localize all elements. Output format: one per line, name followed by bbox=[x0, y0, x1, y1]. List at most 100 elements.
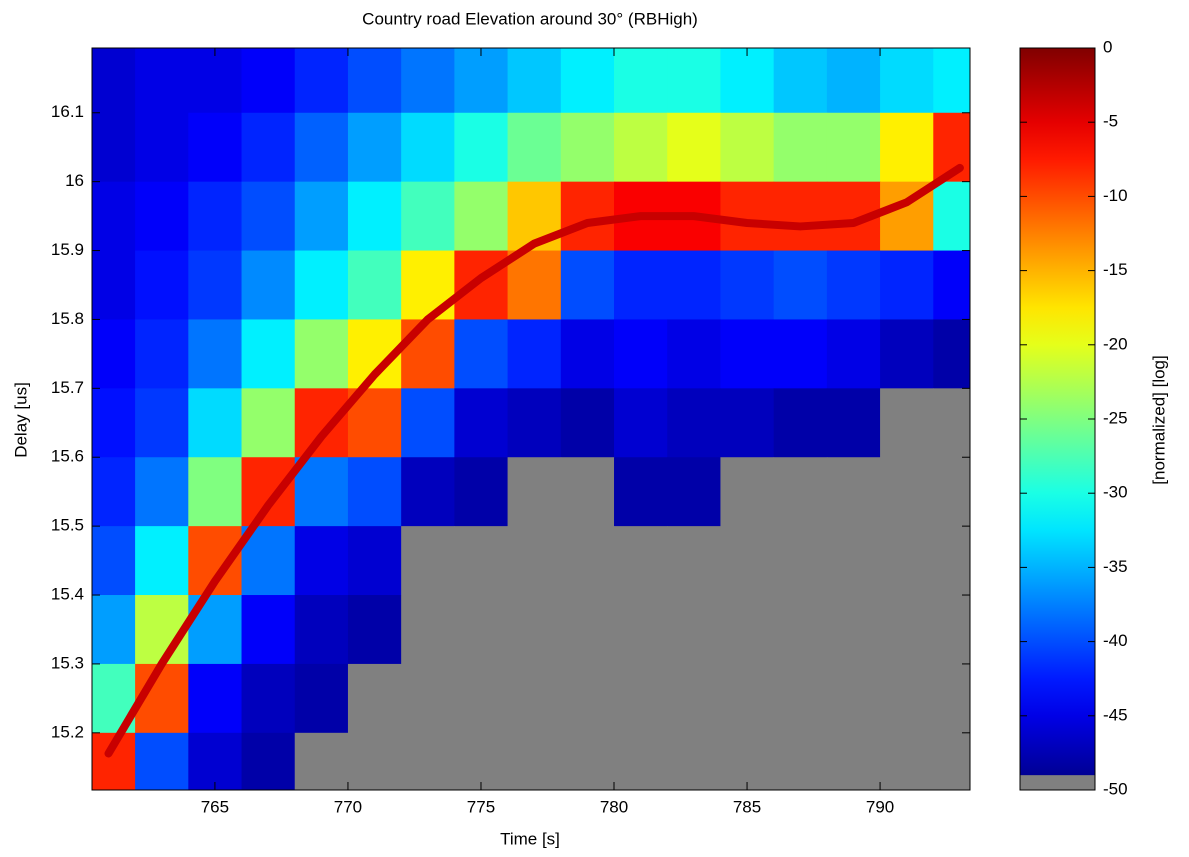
heatmap-cell bbox=[135, 526, 189, 596]
heatmap-cell bbox=[933, 663, 970, 734]
y-tick-label: 15.9 bbox=[51, 240, 84, 259]
heatmap-cell bbox=[826, 319, 881, 389]
heatmap-cell bbox=[241, 526, 296, 596]
heatmap-cell bbox=[241, 48, 296, 114]
heatmap-cell bbox=[880, 48, 934, 114]
heatmap-cell bbox=[188, 319, 243, 389]
heatmap-cell bbox=[933, 48, 970, 114]
heatmap-cell bbox=[401, 457, 455, 527]
heatmap-cell bbox=[507, 112, 562, 183]
heatmap-cell bbox=[560, 250, 615, 320]
heatmap-cell bbox=[135, 732, 189, 790]
colorbar-label: [normalized] [log] bbox=[1149, 355, 1168, 484]
heatmap-cell bbox=[933, 595, 970, 665]
heatmap-cell bbox=[560, 181, 615, 252]
heatmap-cell bbox=[347, 732, 402, 790]
heatmap-cell bbox=[241, 663, 296, 734]
heatmap-cell bbox=[92, 181, 136, 252]
x-tick-label: 765 bbox=[201, 797, 229, 816]
heatmap-cell bbox=[135, 319, 189, 389]
heatmap-cell bbox=[720, 663, 775, 734]
heatmap-cell bbox=[401, 48, 455, 114]
colorbar-tick-label: 0 bbox=[1103, 37, 1112, 56]
heatmap-cell bbox=[667, 595, 721, 665]
heatmap-cell bbox=[294, 181, 349, 252]
heatmap-cell bbox=[135, 250, 189, 320]
y-tick-label: 16 bbox=[65, 171, 84, 190]
heatmap-cell bbox=[826, 526, 881, 596]
y-tick-label: 15.6 bbox=[51, 447, 84, 466]
heatmap-cell bbox=[401, 732, 455, 790]
heatmap-cell bbox=[188, 48, 243, 114]
heatmap-cell bbox=[614, 457, 668, 527]
heatmap-cell bbox=[773, 457, 828, 527]
x-axis-label: Time [s] bbox=[500, 829, 560, 848]
heatmap-cell bbox=[507, 250, 562, 320]
heatmap-cell bbox=[560, 112, 615, 183]
heatmap-cell bbox=[241, 457, 296, 527]
heatmap-cell bbox=[454, 526, 509, 596]
heatmap-cell bbox=[294, 663, 349, 734]
y-axis-label: Delay [us] bbox=[11, 382, 30, 458]
colorbar-tick-label: -45 bbox=[1103, 705, 1128, 724]
heatmap-cell bbox=[241, 112, 296, 183]
heatmap-cell bbox=[507, 526, 562, 596]
plot-frame bbox=[91, 47, 971, 791]
heatmap-cell bbox=[667, 457, 721, 527]
heatmap-cell bbox=[92, 388, 136, 458]
y-tick-label: 15.8 bbox=[51, 309, 84, 328]
heatmap-cell bbox=[933, 319, 970, 389]
heatmap-cell bbox=[720, 112, 775, 183]
heatmap-cell bbox=[241, 388, 296, 458]
heatmap-cell bbox=[720, 526, 775, 596]
heatmap-cell bbox=[92, 250, 136, 320]
heatmap-cell bbox=[614, 112, 668, 183]
heatmap-cell bbox=[294, 112, 349, 183]
heatmap-cell bbox=[614, 595, 668, 665]
heatmap-cell bbox=[454, 319, 509, 389]
heatmap-cell bbox=[560, 526, 615, 596]
y-tick-label: 15.4 bbox=[51, 585, 84, 604]
heatmap-cell bbox=[773, 112, 828, 183]
heatmap-cell bbox=[188, 388, 243, 458]
heatmap-cell bbox=[92, 526, 136, 596]
heatmap-cell bbox=[720, 732, 775, 790]
heatmap-cell bbox=[294, 250, 349, 320]
heatmap-cell bbox=[241, 732, 296, 790]
heatmap-cell bbox=[773, 663, 828, 734]
heatmap-cell bbox=[401, 181, 455, 252]
heatmap-cell bbox=[454, 181, 509, 252]
y-tick-label: 16.1 bbox=[51, 102, 84, 121]
colorbar-tick-label: -30 bbox=[1103, 483, 1128, 502]
heatmap-cell bbox=[773, 732, 828, 790]
heatmap-cell bbox=[401, 388, 455, 458]
heatmap-cell bbox=[667, 526, 721, 596]
colorbar-tick-label: -40 bbox=[1103, 631, 1128, 650]
heatmap-cell bbox=[880, 663, 934, 734]
heatmap-cell bbox=[933, 181, 970, 252]
heatmap-cell bbox=[773, 319, 828, 389]
heatmap-cell bbox=[507, 457, 562, 527]
heatmap-cell bbox=[933, 388, 970, 458]
heatmap-cell bbox=[294, 526, 349, 596]
heatmap-cell bbox=[880, 112, 934, 183]
heatmap-cell bbox=[188, 112, 243, 183]
heatmap-cell bbox=[773, 526, 828, 596]
x-tick-label: 780 bbox=[600, 797, 628, 816]
heatmap-cell bbox=[241, 250, 296, 320]
heatmap-cell bbox=[401, 663, 455, 734]
heatmap-cell bbox=[454, 48, 509, 114]
heatmap-cell bbox=[454, 388, 509, 458]
chart-title: Country road Elevation around 30° (RBHig… bbox=[362, 9, 698, 28]
heatmap-cell bbox=[401, 595, 455, 665]
heatmap-cell bbox=[347, 181, 402, 252]
heatmap-cell bbox=[347, 526, 402, 596]
heatmap-cell bbox=[507, 319, 562, 389]
heatmap-cell bbox=[454, 250, 509, 320]
heatmap-cell bbox=[92, 732, 136, 790]
y-tick-label: 15.2 bbox=[51, 722, 84, 741]
heatmap-cell bbox=[933, 250, 970, 320]
heatmap-cell bbox=[92, 595, 136, 665]
heatmap-cell bbox=[667, 388, 721, 458]
